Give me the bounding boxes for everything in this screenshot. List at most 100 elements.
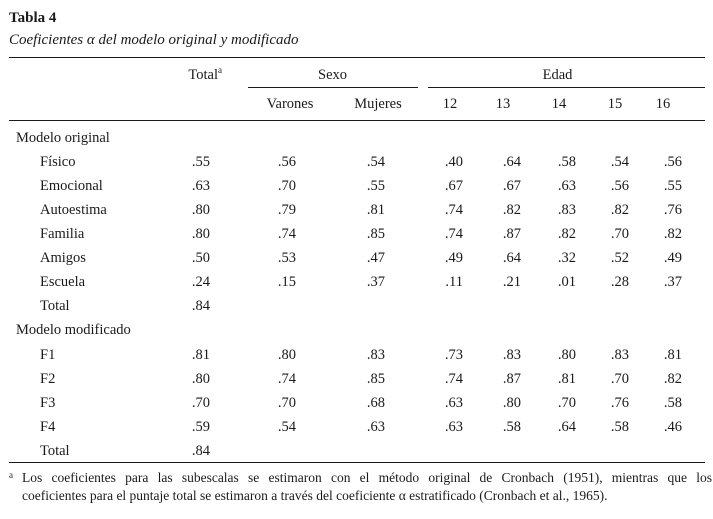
cell-total: .80 [191,202,210,218]
cell-age-15: .70 [610,371,629,387]
footnote-line-2: coeficientes para el puntaje total se es… [22,488,608,503]
edad-rule [428,87,705,88]
cell-total: .84 [191,298,210,314]
cell-age-12: .40 [444,154,463,170]
cell-mujeres: .68 [366,395,385,411]
cell-age-16: .82 [663,226,682,242]
cell-total: .84 [191,443,210,459]
row-label: F1 [40,347,56,363]
cell-age-13: .67 [502,178,521,194]
row-label: F4 [40,419,56,435]
row-label: F2 [40,371,56,387]
cell-age-14: .70 [557,395,576,411]
cell-varones: .80 [277,347,296,363]
section-label: Modelo original [16,130,110,146]
cell-total: .80 [191,371,210,387]
row-label: Escuela [40,274,86,290]
cell-total: .50 [191,250,210,266]
cell-age-12: .74 [444,202,463,218]
cell-age-15: .58 [610,419,629,435]
cell-mujeres: .54 [366,154,385,170]
cell-age-13: .83 [502,347,521,363]
sexo-rule [248,87,418,88]
cell-mujeres: .85 [366,226,385,242]
header-sexo: Sexo [318,67,347,83]
cell-age-12: .74 [444,226,463,242]
header-age-13: 13 [495,96,511,112]
cell-total: .63 [191,178,210,194]
header-total: Totala [188,65,222,83]
cell-age-13: .87 [502,226,521,242]
cell-age-16: .56 [663,154,682,170]
cell-mujeres: .47 [366,250,385,266]
cell-age-15: .82 [610,202,629,218]
row-label: Total [40,443,70,459]
cell-varones: .56 [277,154,296,170]
cell-age-14: .82 [557,226,576,242]
cell-age-12: .63 [444,395,463,411]
cell-age-15: .83 [610,347,629,363]
cell-age-12: .11 [445,274,463,290]
cell-age-14: .81 [557,371,576,387]
table-title: Tabla 4 [9,10,57,26]
top-rule [9,57,705,58]
cell-varones: .70 [277,178,296,194]
cell-age-12: .73 [444,347,463,363]
cell-age-16: .58 [663,395,682,411]
row-label: Familia [40,226,85,242]
row-label: Emocional [40,178,103,194]
cell-age-16: .82 [663,371,682,387]
cell-age-12: .74 [444,371,463,387]
cell-total: .80 [191,226,210,242]
header-age-16: 16 [655,96,671,112]
cell-age-14: .83 [557,202,576,218]
cell-total: .55 [191,154,210,170]
cell-age-12: .49 [444,250,463,266]
bottom-rule [9,462,705,463]
cell-age-14: .01 [557,274,576,290]
cell-age-16: .76 [663,202,682,218]
header-rule [9,120,705,121]
cell-age-13: .64 [502,250,521,266]
cell-total: .70 [191,395,210,411]
header-age-15: 15 [607,96,623,112]
section-label: Modelo modificado [16,322,131,338]
cell-total: .24 [191,274,210,290]
cell-age-14: .58 [557,154,576,170]
cell-age-12: .63 [444,419,463,435]
cell-varones: .79 [277,202,296,218]
row-label: Total [40,298,70,314]
cell-age-15: .28 [610,274,629,290]
cell-total: .59 [191,419,210,435]
cell-varones: .70 [277,395,296,411]
cell-mujeres: .63 [366,419,385,435]
header-varones: Varones [266,96,314,112]
cell-age-14: .32 [557,250,576,266]
cell-varones: .74 [277,371,296,387]
cell-age-13: .21 [502,274,521,290]
cell-age-16: .55 [663,178,682,194]
cell-age-13: .80 [502,395,521,411]
cell-mujeres: .37 [366,274,385,290]
cell-age-14: .63 [557,178,576,194]
cell-age-14: .64 [557,419,576,435]
cell-mujeres: .81 [366,202,385,218]
cell-varones: .54 [277,419,296,435]
cell-age-16: .37 [663,274,682,290]
cell-age-16: .81 [663,347,682,363]
cell-age-16: .46 [663,419,682,435]
cell-age-16: .49 [663,250,682,266]
header-mujeres: Mujeres [354,96,402,112]
table-subtitle: Coeficientes α del modelo original y mod… [9,32,299,48]
row-label: Autoestima [40,202,107,218]
cell-varones: .53 [277,250,296,266]
cell-age-15: .70 [610,226,629,242]
header-age-14: 14 [551,96,567,112]
cell-age-12: .67 [444,178,463,194]
cell-mujeres: .85 [366,371,385,387]
footnote-line-1: Los coeficientes para las subescalas se … [22,470,712,485]
cell-age-13: .82 [502,202,521,218]
cell-mujeres: .55 [366,178,385,194]
row-label: F3 [40,395,56,411]
header-edad: Edad [542,67,573,83]
